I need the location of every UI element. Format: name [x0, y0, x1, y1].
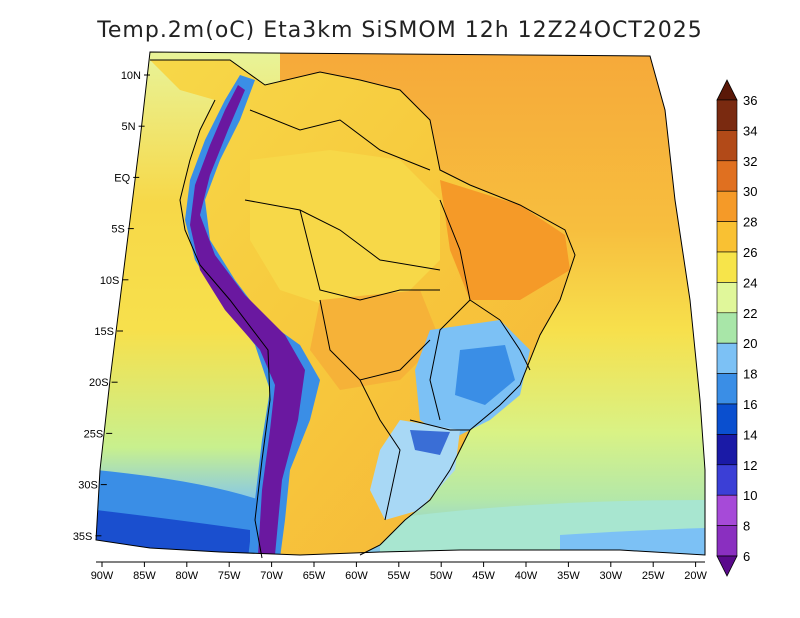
longitude-axis: 90W 85W 80W 75W 70W 65W 60W 55W 50W 45W 40W 35W 30W 2…	[91, 561, 708, 582]
lat-tick-label: 5S	[111, 224, 124, 236]
colorbar-label: 22	[743, 306, 757, 321]
border-argentina	[359, 379, 401, 521]
lon-tick-label: 35W	[557, 570, 580, 582]
colorbar-segment	[716, 160, 738, 192]
lat-tick-label: 30S	[78, 480, 98, 492]
lon-tick-label: 60W	[345, 570, 368, 582]
lon-tick-label: 25W	[642, 570, 665, 582]
colorbar-label: 36	[743, 93, 757, 108]
lon-tick-label: 55W	[387, 570, 410, 582]
colorbar-label: 20	[743, 336, 757, 351]
lat-tick-label: 20S	[89, 377, 109, 389]
border-states-2	[429, 299, 471, 421]
lat-tick-label: 10S	[100, 275, 120, 287]
colorbar-segment	[716, 342, 738, 374]
colorbar-label: 10	[743, 488, 757, 503]
andes-core-field	[190, 85, 305, 555]
colorbar-label: 26	[743, 245, 757, 260]
northeast-field	[440, 180, 570, 300]
lon-tick-label: 70W	[260, 570, 283, 582]
amazon-field	[250, 150, 440, 310]
pacific-coastline	[179, 99, 271, 559]
lon-tick-label: 40W	[515, 570, 538, 582]
lon-tick-label: 90W	[91, 570, 114, 582]
latitude-axis: 10N 5N EQ 5S 10S 15S 20S 25S 30S 35S	[73, 70, 150, 543]
lon-tick-label: 75W	[218, 570, 241, 582]
lon-tick-label: 80W	[175, 570, 198, 582]
colorbar-label: 6	[743, 549, 750, 564]
political-borders	[150, 59, 576, 559]
colorbar-segment	[716, 190, 738, 222]
lon-tick-label: 20W	[684, 570, 707, 582]
colorbar-segment	[716, 373, 738, 405]
border-states-1	[439, 199, 501, 321]
map-frame	[95, 51, 706, 556]
colorbar-segment	[716, 403, 738, 435]
colorbar-label: 16	[743, 397, 757, 412]
colorbar-label: 18	[743, 367, 757, 382]
atlantic-coastline	[150, 59, 576, 556]
colorbar-label: 32	[743, 154, 757, 169]
lat-tick-label: 5N	[122, 121, 136, 133]
colorbar-label: 30	[743, 184, 757, 199]
lat-tick-label: 35S	[73, 531, 93, 543]
colorbar-segment	[716, 525, 738, 557]
lat-tick-label: 25S	[84, 428, 104, 440]
colorbar-segment	[716, 464, 738, 496]
colorbar-segment	[716, 251, 738, 283]
border-bolivia	[299, 209, 440, 301]
lon-tick-label: 30W	[599, 570, 622, 582]
colorbar-top-arrow	[716, 79, 738, 101]
lat-tick-label: 15S	[94, 326, 114, 338]
colorbar-label: 34	[743, 123, 757, 138]
colorbar-segment	[716, 494, 738, 526]
colorbar-label: 24	[743, 275, 757, 290]
south-brazil-cold-field	[410, 430, 450, 455]
colorbar-segment	[716, 221, 738, 253]
colorbar-segment	[716, 282, 738, 314]
lon-tick-label: 50W	[430, 570, 453, 582]
colorbar-label: 14	[743, 427, 757, 442]
lat-tick-label: EQ	[114, 172, 130, 184]
lon-tick-label: 65W	[303, 570, 326, 582]
lon-tick-label: 45W	[472, 570, 495, 582]
colorbar-label: 8	[743, 519, 750, 534]
colorbar-segment	[716, 99, 738, 131]
colorbar-segment	[716, 312, 738, 344]
border-amazon	[244, 199, 441, 271]
map-title: Temp.2m(oC) Eta3km SiSMOM 12h 12Z24OCT20…	[97, 18, 703, 43]
colorbar-label: 12	[743, 458, 757, 473]
field-layer	[96, 52, 705, 555]
border-north	[249, 109, 431, 171]
colorbar-label: 28	[743, 215, 757, 230]
southeast-cold-field	[455, 345, 515, 405]
colorbar-segment	[716, 130, 738, 162]
lat-tick-label: 10N	[121, 70, 141, 82]
border-states-4	[409, 419, 470, 431]
colorbar: 6 8 10 12 14 16 18 20 22 24 26 28 30 32 34 36	[716, 79, 757, 577]
lon-tick-label: 85W	[133, 570, 156, 582]
colorbar-bottom-arrow	[716, 555, 738, 577]
border-states-3	[499, 319, 531, 371]
central-west-field	[310, 290, 440, 390]
colorbar-segment	[716, 434, 738, 466]
